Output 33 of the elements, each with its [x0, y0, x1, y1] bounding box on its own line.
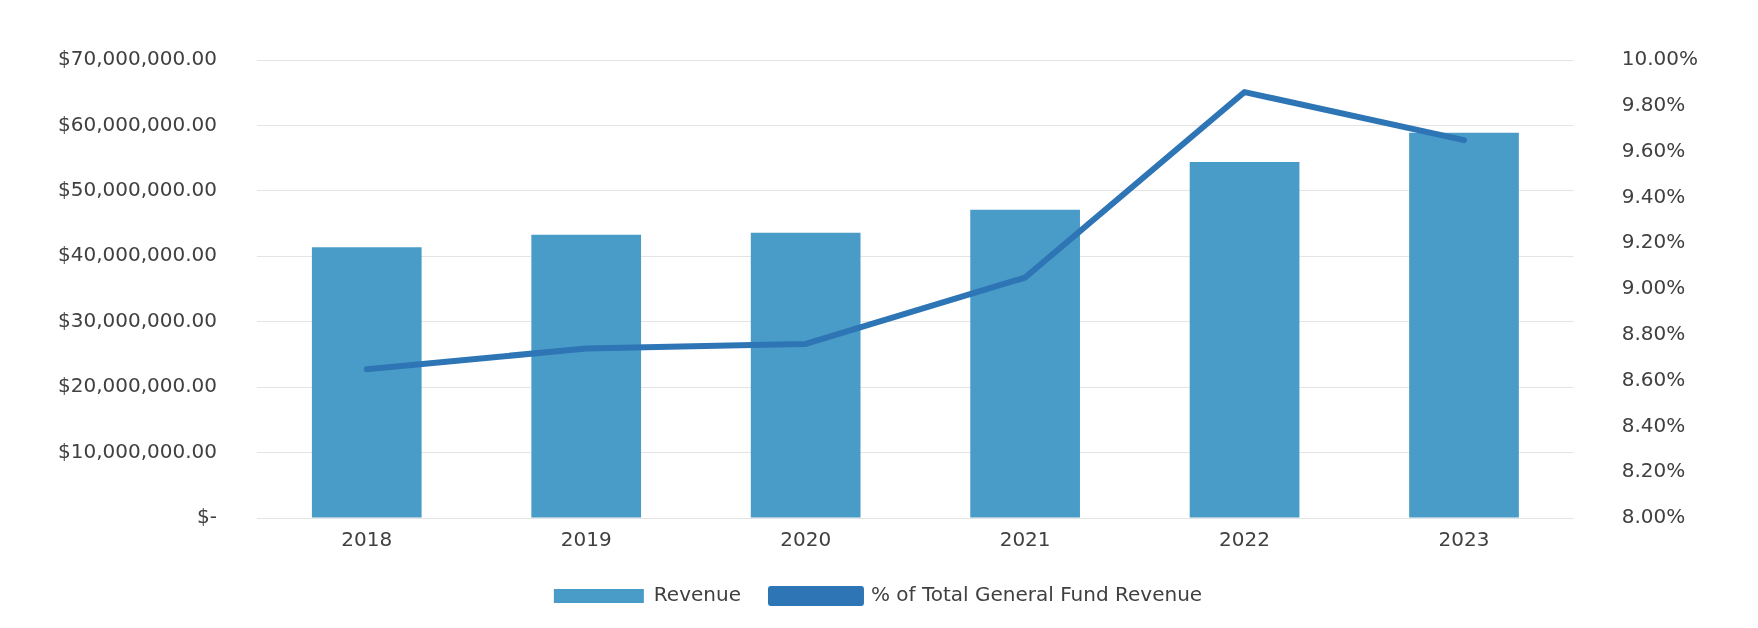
- y2-tick-label: 10.00%: [1621, 46, 1699, 71]
- bar: [531, 234, 642, 518]
- y2-tick-label: 9.20%: [1621, 229, 1686, 254]
- y-tick-label: $50,000,000.00: [58, 177, 218, 202]
- y2-tick-label: 9.40%: [1621, 183, 1686, 208]
- x-tick-label: 2019: [560, 527, 612, 552]
- y-tick-label: $30,000,000.00: [58, 307, 218, 332]
- x-tick-label: 2022: [1219, 527, 1271, 552]
- y-tick-label: $20,000,000.00: [58, 373, 218, 398]
- y-tick-label: $40,000,000.00: [58, 242, 218, 267]
- bar: [1409, 132, 1519, 518]
- legend-label: Revenue: [653, 582, 741, 607]
- bar: [1189, 162, 1300, 518]
- bar: [970, 209, 1080, 518]
- y-tick-label: $10,000,000.00: [58, 438, 218, 463]
- y2-tick-label: 9.00%: [1621, 275, 1686, 300]
- y2-tick-label: 8.80%: [1621, 321, 1686, 345]
- x-tick-label: 2018: [341, 527, 393, 552]
- y-tick-label: $-: [197, 504, 218, 529]
- y2-tick-label: 8.20%: [1621, 458, 1686, 483]
- x-tick-label: 2020: [780, 527, 832, 552]
- bar: [311, 247, 422, 518]
- x-tick-label: 2023: [1438, 527, 1490, 552]
- x-tick-label: 2021: [999, 527, 1051, 552]
- y2-tick-label: 8.60%: [1621, 366, 1686, 391]
- y2-tick-label: 8.40%: [1621, 412, 1686, 437]
- y2-tick-label: 8.00%: [1621, 504, 1686, 529]
- y-tick-label: $70,000,000.00: [58, 46, 218, 71]
- legend-label: % of Total General Fund Revenue: [870, 582, 1203, 607]
- bar: [750, 232, 861, 518]
- y2-tick-label: 9.60%: [1621, 137, 1686, 162]
- y2-tick-label: 9.80%: [1621, 92, 1686, 116]
- y-tick-label: $60,000,000.00: [58, 111, 218, 136]
